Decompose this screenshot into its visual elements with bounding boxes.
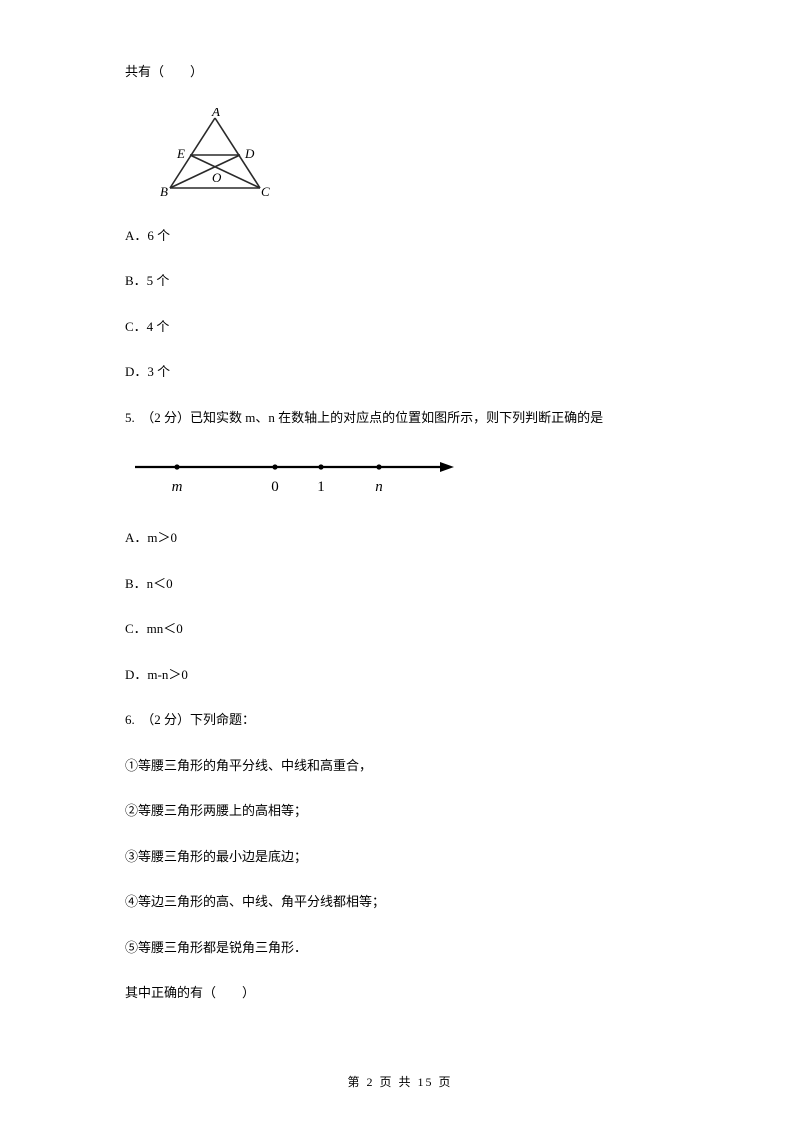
q5-option-b: B．n＜0 — [125, 574, 675, 594]
q4-stem-fragment: 共有（ ） — [125, 62, 675, 82]
numberline-figure: m 0 1 n — [125, 453, 675, 508]
svg-text:D: D — [244, 146, 255, 161]
triangle-figure: A B C E D O — [155, 108, 675, 208]
triangle-svg: A B C E D O — [155, 108, 275, 203]
q4-option-b: B．5 个 — [125, 271, 675, 291]
numberline-svg: m 0 1 n — [125, 453, 455, 503]
svg-text:0: 0 — [271, 479, 279, 495]
q5-option-a: A．m＞0 — [125, 528, 675, 548]
svg-text:m: m — [172, 479, 183, 495]
svg-text:A: A — [211, 108, 220, 119]
svg-text:O: O — [212, 170, 222, 185]
q5-option-c: C．mn＜0 — [125, 619, 675, 639]
svg-text:n: n — [375, 479, 383, 495]
q4-option-d: D．3 个 — [125, 362, 675, 382]
q4-option-c: C．4 个 — [125, 317, 675, 337]
q6-p1: ①等腰三角形的角平分线、中线和高重合， — [125, 756, 675, 776]
svg-text:C: C — [261, 184, 270, 199]
page-footer: 第 2 页 共 15 页 — [0, 1073, 800, 1090]
q6-p4: ④等边三角形的高、中线、角平分线都相等； — [125, 892, 675, 912]
svg-text:E: E — [176, 146, 185, 161]
q5-stem: 5. （2 分）已知实数 m、n 在数轴上的对应点的位置如图所示，则下列判断正确… — [125, 408, 675, 428]
q4-option-a: A．6 个 — [125, 226, 675, 246]
q6-p5: ⑤等腰三角形都是锐角三角形． — [125, 938, 675, 958]
q6-stem: 6. （2 分）下列命题： — [125, 710, 675, 730]
q6-tail: 其中正确的有（ ） — [125, 983, 675, 1003]
svg-text:1: 1 — [317, 479, 325, 495]
svg-text:B: B — [160, 184, 168, 199]
q6-p2: ②等腰三角形两腰上的高相等； — [125, 801, 675, 821]
q5-option-d: D．m-n＞0 — [125, 665, 675, 685]
q6-p3: ③等腰三角形的最小边是底边； — [125, 847, 675, 867]
